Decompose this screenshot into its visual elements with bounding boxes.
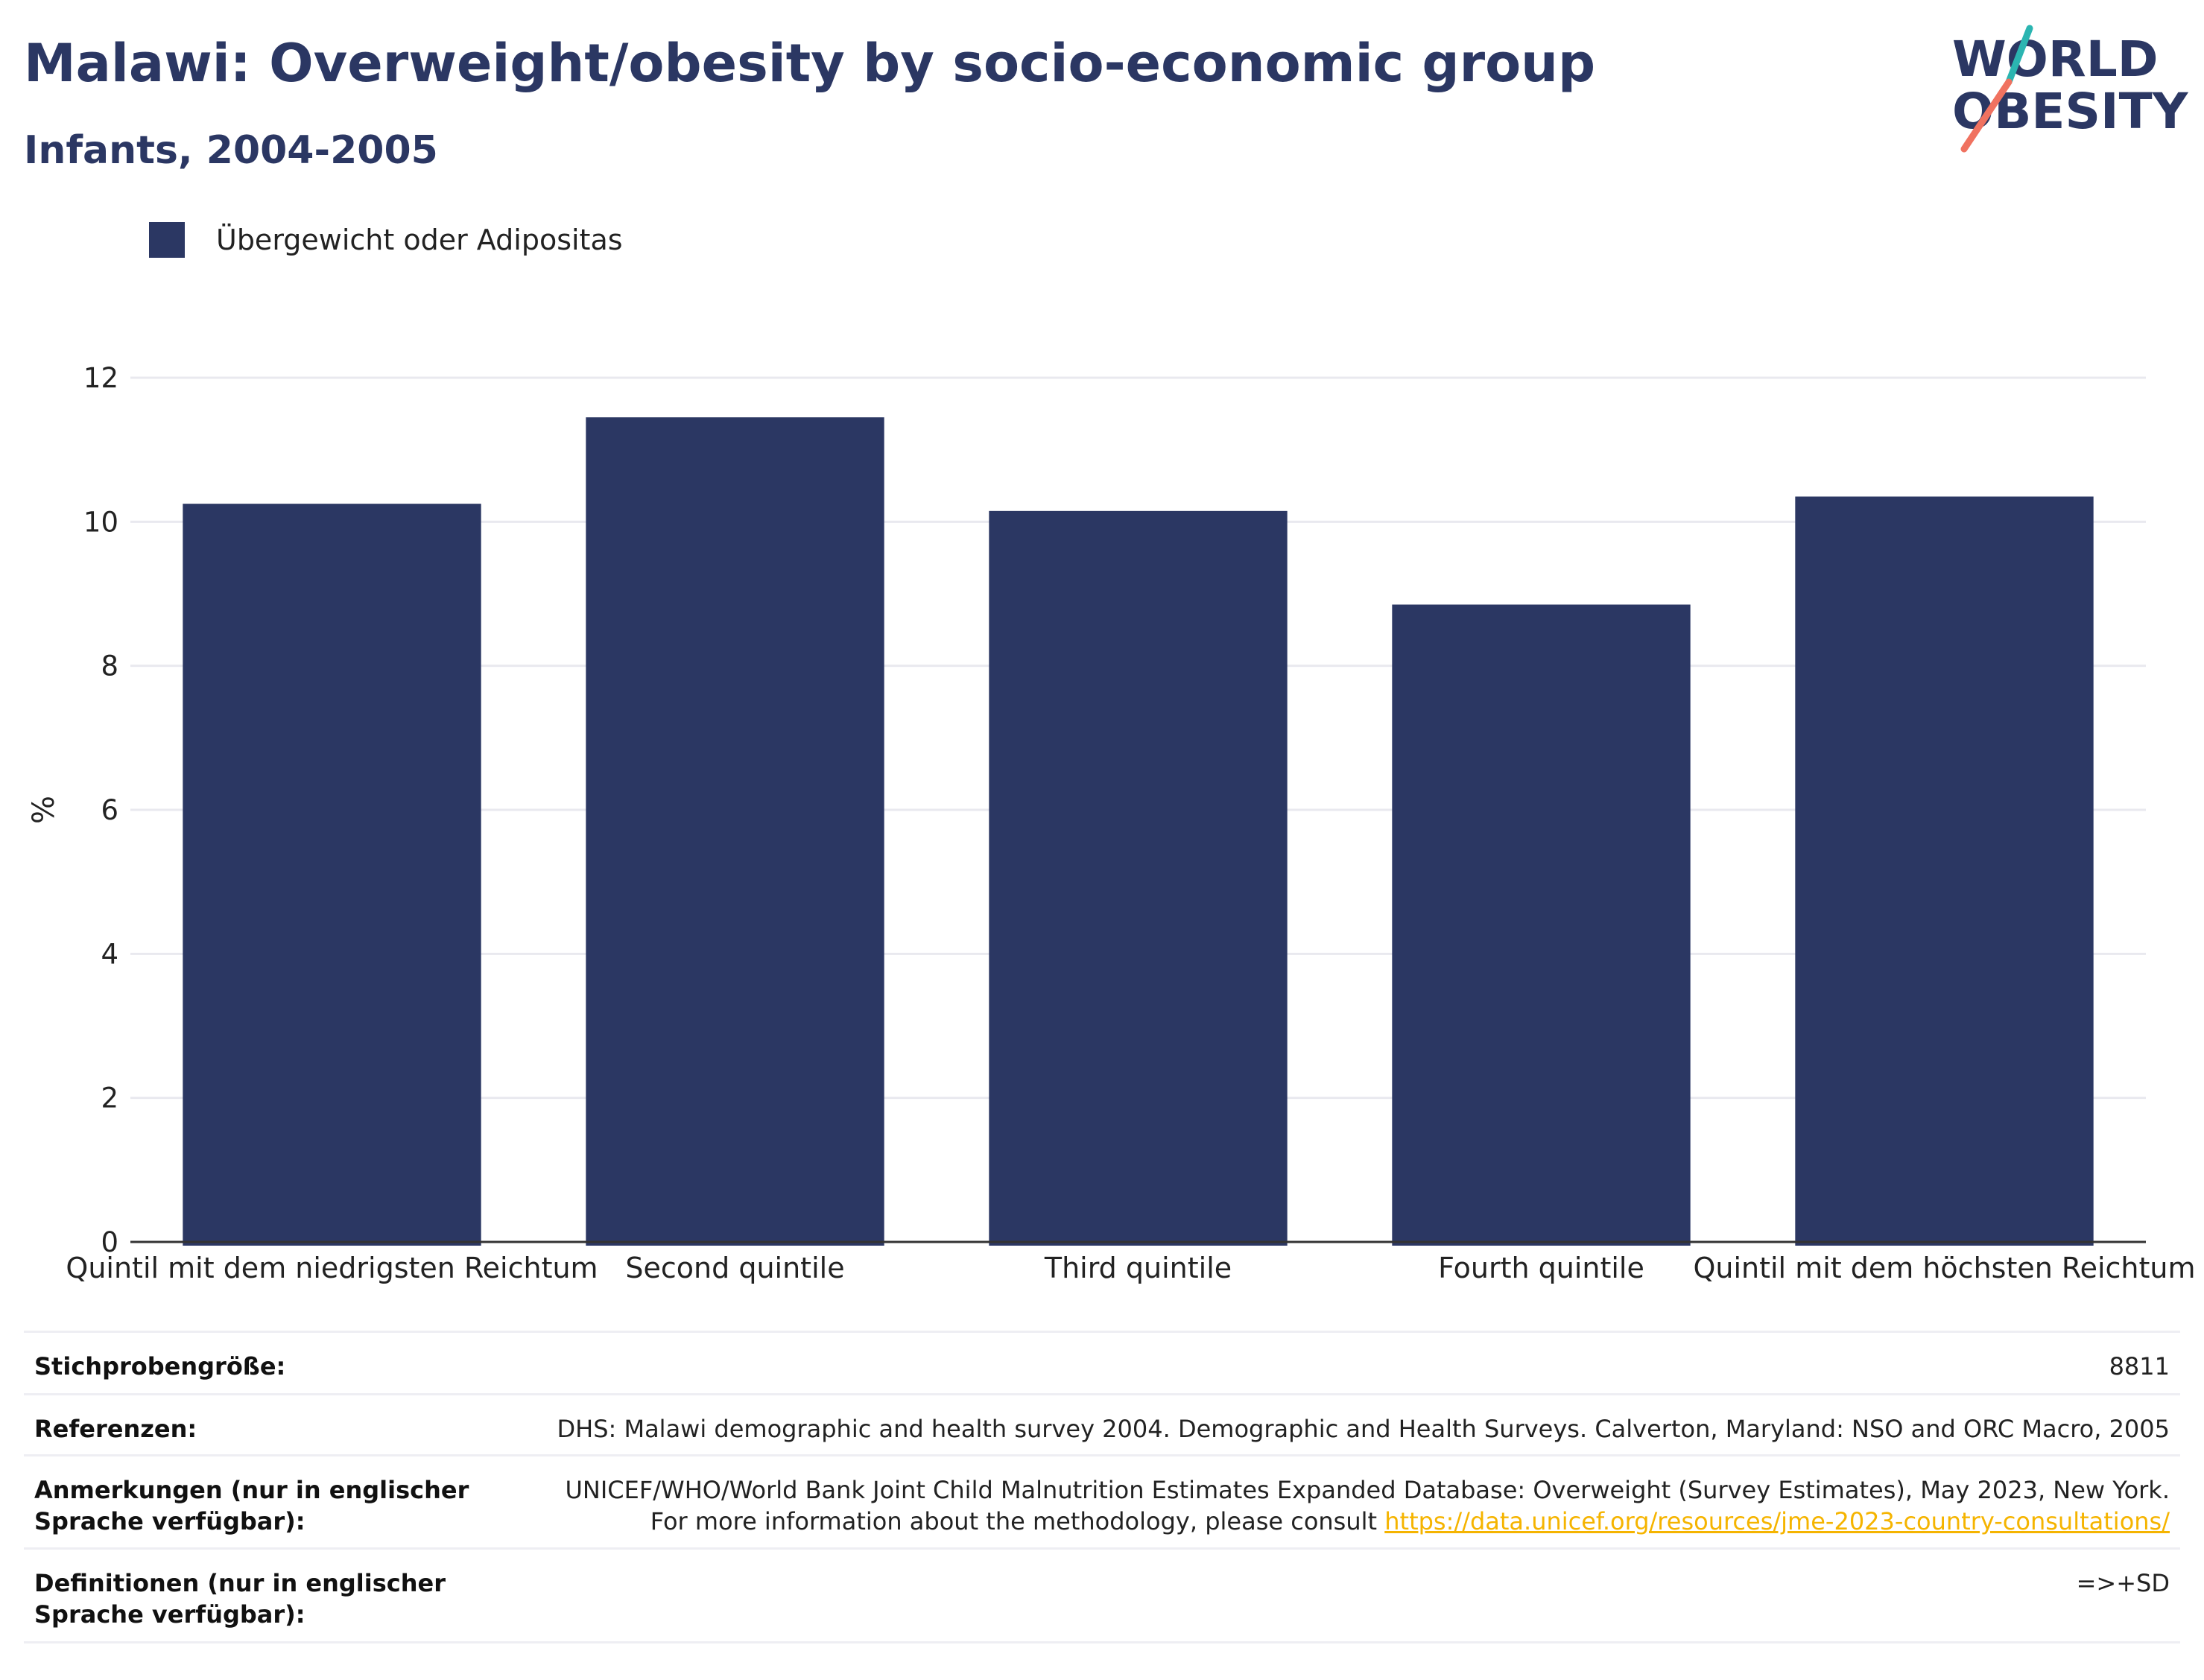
x-tick-label: Second quintile	[625, 1252, 844, 1284]
y-tick-label: 10	[83, 506, 118, 538]
chart-subtitle: Infants, 2004-2005	[24, 128, 438, 173]
references-label: Referenzen:	[34, 1415, 197, 1443]
sample-size-label: Stichprobengröße:	[34, 1352, 286, 1381]
bar	[183, 504, 481, 1246]
tick-labels: 0 2 4 6 8 10 12 Quintil mit dem niedrigsten Rei…	[27, 362, 2196, 1284]
legend-label: Übergewicht oder Adipositas	[216, 224, 623, 256]
bars	[183, 417, 2094, 1246]
y-tick-label: 2	[101, 1083, 118, 1115]
y-tick-label: 8	[101, 650, 118, 682]
info-row-definitions: Definitionen (nur in englischer Sprache …	[24, 1550, 2180, 1643]
sample-size-value: 8811	[2109, 1352, 2170, 1381]
info-row-sample-size: Stichprobengröße: 8811	[24, 1333, 2180, 1395]
logo-slash-coral	[1960, 78, 2013, 153]
info-row-notes: Anmerkungen (nur in englischer Sprache v…	[24, 1456, 2180, 1550]
bar	[586, 417, 884, 1246]
info-table: Stichprobengröße: 8811 Referenzen: DHS: …	[24, 1331, 2180, 1643]
y-tick-label: 12	[83, 362, 118, 394]
x-tick-label: Third quintile	[1044, 1252, 1232, 1284]
notes-link[interactable]: https://data.unicef.org/resources/jme-20…	[1384, 1507, 2170, 1535]
info-row-references: Referenzen: DHS: Malawi demographic and …	[24, 1395, 2180, 1456]
references-value: DHS: Malawi demographic and health surve…	[557, 1415, 2170, 1443]
bar	[989, 510, 1288, 1246]
bar	[1795, 496, 2094, 1246]
legend: Übergewicht oder Adipositas	[149, 221, 623, 259]
logo-slash-teal	[2005, 25, 2033, 86]
x-tick-label: Quintil mit dem niedrigsten Reichtum	[66, 1252, 598, 1284]
notes-value: UNICEF/WHO/World Bank Joint Child Malnut…	[556, 1474, 2170, 1537]
world-obesity-logo: WORLD OBESITY	[1952, 25, 2189, 153]
legend-swatch	[149, 222, 185, 258]
notes-label: Anmerkungen (nur in englischer Sprache v…	[34, 1476, 469, 1535]
y-tick-label: 6	[101, 794, 118, 826]
notes-text: UNICEF/WHO/World Bank Joint Child Malnut…	[565, 1476, 2170, 1535]
y-tick-label: 4	[101, 938, 118, 970]
definitions-label: Definitionen (nur in englischer Sprache …	[34, 1569, 446, 1629]
definitions-value: =>+SD	[2076, 1569, 2170, 1597]
logo-word-world: WORLD	[1952, 31, 2159, 88]
x-tick-label: Quintil mit dem höchsten Reichtum	[1693, 1252, 2195, 1284]
x-tick-label: Fourth quintile	[1438, 1252, 1644, 1284]
y-tick-label: 0	[101, 1226, 118, 1258]
y-axis-title: %	[27, 796, 61, 824]
bar	[1392, 604, 1691, 1246]
bar-chart: 0 2 4 6 8 10 12 Quintil mit dem niedrigsten Rei…	[27, 362, 2196, 1284]
chart-title: Malawi: Overweight/obesity by socio-econ…	[24, 33, 1596, 94]
